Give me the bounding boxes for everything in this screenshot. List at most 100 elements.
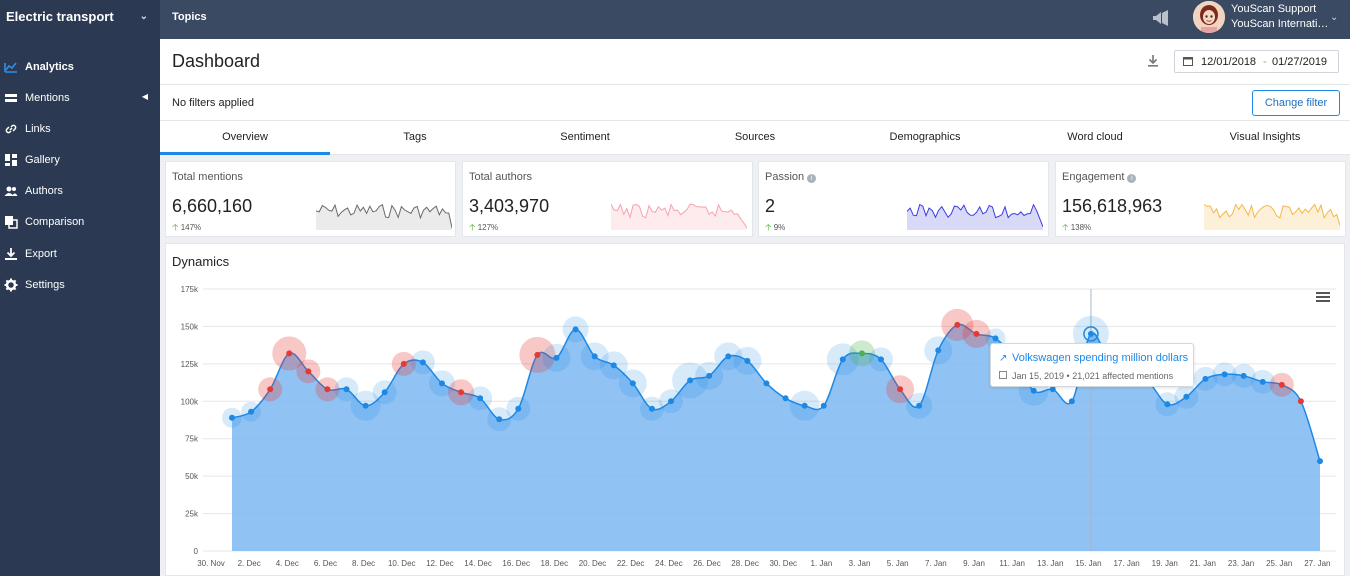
tab-overview[interactable]: Overview: [160, 121, 330, 155]
x-tick-label: 8. Dec: [352, 559, 375, 568]
sidebar-item-gallery[interactable]: Gallery: [0, 146, 160, 174]
tab-sources[interactable]: Sources: [734, 131, 776, 143]
data-point: [897, 386, 904, 393]
project-selector[interactable]: Electric transport ⌄: [0, 0, 160, 39]
data-point: [725, 353, 732, 360]
event-tooltip[interactable]: ↗ Volkswagen spending million dollars Ja…: [990, 343, 1194, 387]
filter-status: No filters applied: [172, 97, 254, 109]
card-total-mentions[interactable]: Total mentions 6,660,160 🡡 147%: [165, 161, 456, 237]
change-filter-button[interactable]: Change filter: [1252, 90, 1340, 116]
data-point: [515, 405, 522, 412]
megaphone-icon[interactable]: [1150, 7, 1172, 29]
x-tick-label: 15. Jan: [1075, 559, 1101, 568]
avatar[interactable]: [1193, 1, 1225, 33]
data-point: [324, 386, 331, 393]
chevron-down-icon[interactable]: ⌄: [1330, 12, 1339, 23]
x-tick-label: 9. Jan: [963, 559, 985, 568]
date-range-picker[interactable]: 12/01/2018 - 01/27/2019: [1174, 50, 1339, 73]
data-point: [1259, 378, 1266, 385]
sidebar-item-authors[interactable]: Authors: [0, 177, 160, 205]
y-tick-label: 50k: [185, 472, 199, 481]
x-tick-label: 10. Dec: [388, 559, 416, 568]
sidebar-item-links[interactable]: Links: [0, 115, 160, 143]
sidebar-item-settings[interactable]: Settings: [0, 271, 160, 299]
x-tick-label: 5. Jan: [887, 559, 909, 568]
x-tick-label: 3. Jan: [849, 559, 871, 568]
x-tick-label: 24. Dec: [655, 559, 683, 568]
card-passion[interactable]: Passion i 2 🡡 9%: [758, 161, 1049, 237]
data-point: [820, 402, 827, 409]
data-point: [610, 362, 617, 369]
sidebar-item-label: Authors: [25, 185, 63, 197]
data-point: [935, 347, 942, 354]
y-tick-label: 125k: [181, 360, 199, 369]
x-tick-label: 17. Jan: [1113, 559, 1139, 568]
sparkline-line: [1204, 203, 1340, 226]
data-point: [419, 359, 426, 366]
data-point: [1240, 372, 1247, 379]
data-point: [1068, 398, 1075, 405]
data-point: [706, 372, 713, 379]
calendar-icon: [999, 371, 1007, 379]
x-tick-label: 22. Dec: [617, 559, 645, 568]
card-label: Total mentions: [172, 171, 243, 183]
x-tick-label: 12. Dec: [426, 559, 454, 568]
trend-icon: ↗: [999, 353, 1008, 364]
tab-word-cloud[interactable]: Word cloud: [1067, 131, 1123, 143]
dynamics-chart[interactable]: 0 25k 50k 75k 100k 125k 150k 175k 30. Nov 2. Dec 4…: [166, 244, 1346, 576]
topics-link[interactable]: Topics: [172, 11, 207, 23]
x-tick-label: 11. Jan: [999, 559, 1025, 568]
x-tick-label: 7. Jan: [925, 559, 947, 568]
calendar-icon: [1183, 57, 1193, 66]
x-tick-label: 6. Dec: [314, 559, 337, 568]
data-point: [1317, 458, 1323, 465]
data-point: [400, 360, 407, 367]
tab-visual-insights[interactable]: Visual Insights: [1229, 131, 1301, 143]
sparkline: [611, 203, 747, 230]
tab-sentiment[interactable]: Sentiment: [560, 131, 610, 143]
x-tick-label: 2. Dec: [238, 559, 261, 568]
arrow-up-icon: 🡡: [172, 222, 179, 232]
data-point: [362, 402, 369, 409]
data-point: [248, 408, 255, 415]
hamburger-menu-icon[interactable]: [1316, 291, 1330, 303]
sidebar-item-analytics[interactable]: Analytics: [0, 53, 160, 81]
dynamics-title: Dynamics: [172, 254, 230, 269]
data-point: [801, 402, 808, 409]
x-tick-label: 1. Jan: [811, 559, 833, 568]
tab-demographics[interactable]: Demographics: [889, 131, 961, 143]
sparkline-area: [907, 204, 1043, 230]
date-to[interactable]: 01/27/2019: [1272, 56, 1328, 68]
x-tick-label: 20. Dec: [579, 559, 607, 568]
caret-left-icon: ◀: [141, 92, 148, 101]
card-change: 🡡 127%: [469, 222, 499, 232]
x-tick-label: 23. Jan: [1228, 559, 1254, 568]
sidebar-item-export[interactable]: Export: [0, 240, 160, 268]
tab-tags[interactable]: Tags: [403, 131, 427, 143]
x-tick-label: 26. Dec: [693, 559, 721, 568]
user-info[interactable]: YouScan Support YouScan Internati…: [1231, 2, 1331, 32]
sidebar-item-comparison[interactable]: Comparison: [0, 208, 160, 236]
mentions-icon: [5, 94, 17, 102]
sidebar-item-label: Gallery: [25, 154, 60, 166]
date-separator: -: [1263, 56, 1267, 68]
card-change: 🡡 9%: [765, 222, 786, 232]
card-engagement[interactable]: Engagement i 156,618,963 🡡 138%: [1055, 161, 1346, 237]
data-point: [305, 368, 312, 375]
data-point: [858, 350, 865, 357]
sidebar-item-label: Mentions: [25, 92, 70, 104]
y-tick-label: 100k: [181, 397, 199, 406]
card-total-authors[interactable]: Total authors 3,403,970 🡡 127%: [462, 161, 753, 237]
gallery-icon: [5, 154, 17, 166]
y-tick-label: 175k: [181, 285, 199, 294]
page-header: Dashboard 12/01/2018 - 01/27/2019: [160, 39, 1350, 85]
data-point: [763, 380, 770, 387]
sparkline-line: [907, 203, 1043, 227]
sparkline: [907, 203, 1043, 230]
data-point: [286, 350, 293, 357]
data-point: [458, 389, 465, 396]
download-icon[interactable]: [1146, 54, 1160, 68]
sidebar-item-label: Settings: [25, 279, 65, 291]
date-from[interactable]: 12/01/2018: [1201, 56, 1257, 68]
sidebar-item-mentions[interactable]: Mentions ◀: [0, 84, 160, 112]
